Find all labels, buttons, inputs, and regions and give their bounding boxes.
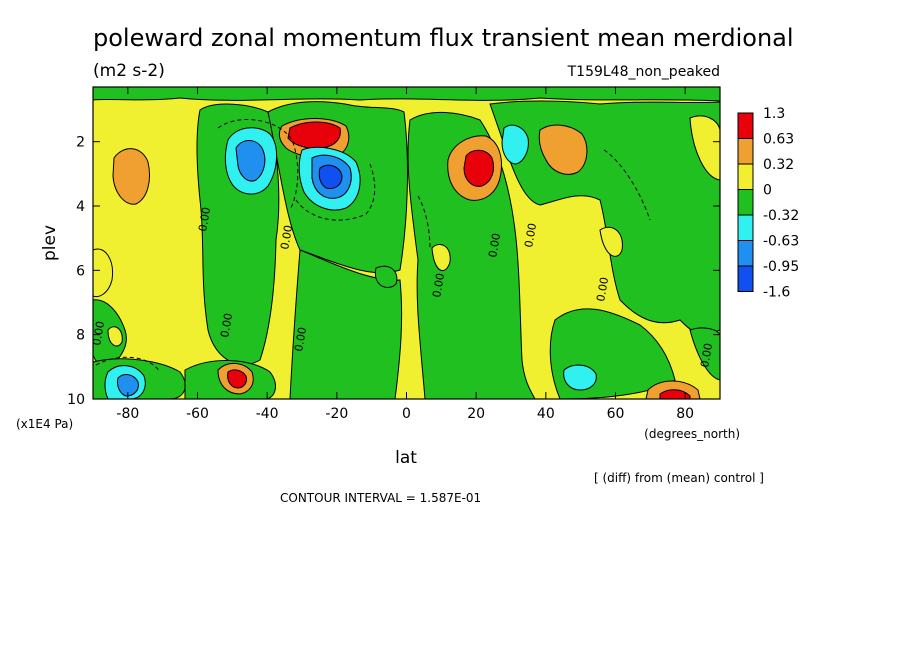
contour-dashed-equator [417,195,431,251]
contour-labels: 0.00 0.00 0.00 0.00 0.00 0.00 0.00 0.00 … [90,206,715,368]
x-tick-label: 80 [676,406,694,422]
region-red-equator-north [463,149,495,187]
legend-label: 0.32 [763,157,794,173]
legend-swatch [737,112,754,139]
region-blue-sh-low [117,374,139,397]
plot-field: 0.00 0.00 0.00 0.00 0.00 0.00 0.00 0.00 … [90,87,720,399]
chart-title: poleward zonal momentum flux transient m… [93,24,794,52]
contour-label: 0.00 [292,326,309,352]
contour-label: 0.00 [196,206,213,232]
contour-interval: CONTOUR INTERVAL = 1.587E-01 [280,491,481,505]
contour-label: 0.00 [278,224,295,250]
contour-label: 0.00 [486,232,503,258]
x-tick-label: 0 [402,406,411,422]
legend-swatch [737,265,754,292]
legend-label: -1.6 [763,285,790,301]
region-yellow-sw-island [93,248,114,298]
contour-dashed-east [295,163,376,221]
region-yellow-upper-arctic [689,115,720,181]
region-red-sh-low [227,369,247,389]
legend-label: 1.3 [763,106,785,122]
contour-label: 0.00 [522,222,539,248]
legend-swatch [737,163,754,190]
region-orange-sh-polar [112,148,150,205]
legend-swatch [737,138,754,165]
y-tick-label: 4 [76,199,85,215]
y-axis-label: plev [40,225,60,261]
region-darkblue-south-b [318,164,343,189]
region-blue-south-a [235,140,266,182]
legend-label: -0.95 [763,259,799,275]
contour-label: 0.00 [218,312,235,338]
region-green-patch-small [374,265,398,288]
legend-label: 0 [763,183,772,199]
region-yellow-north-island [599,226,623,257]
legend-swatch [737,240,754,267]
legend-label: -0.32 [763,208,799,224]
region-green-arctic-low [689,327,720,381]
legend-swatch [737,214,754,241]
y-tick-label: 2 [76,135,85,151]
legend-label: 0.63 [763,132,794,148]
region-yellow-equator-island [431,244,451,272]
x-axis-label: lat [395,448,417,468]
region-yellow-southwest-low-island [107,326,123,347]
y-axis-units: (x1E4 Pa) [16,417,73,431]
x-axis: -80 -60 -40 -20 0 20 40 60 80 [116,87,694,422]
y-tick-label: 8 [76,328,85,344]
x-tick-label: 40 [537,406,555,422]
contour-label: 0.00 [698,342,715,368]
region-green-equator-column [407,111,536,399]
legend-label: -0.63 [763,234,799,250]
region-cyan-north-a [501,124,529,165]
legend: 1.3 0.63 0.32 0 -0.32 -0.63 -0.95 -1.6 [737,106,799,301]
x-tick-label: -80 [116,406,139,422]
x-tick-label: -40 [256,406,279,422]
region-green-east-column [289,249,403,399]
x-tick-label: -60 [186,406,209,422]
y-tick-label: 10 [67,392,85,408]
y-tick-label: 6 [76,263,85,279]
contour-label: 0.00 [594,276,611,302]
x-tick-label: 60 [607,406,625,422]
y-axis: 2 4 6 8 10 [67,135,720,408]
legend-swatch [737,189,754,216]
x-tick-label: 20 [467,406,485,422]
contour-label: 0.00 [90,320,107,346]
contour-dashed-sw [95,356,161,373]
run-label: T159L48_non_peaked [567,64,720,80]
contour-dashed-north [603,149,651,221]
contour-label: 0.00 [430,272,447,298]
units-label: (m2 s-2) [93,61,165,81]
diff-note: [ (diff) from (mean) control ] [594,471,764,485]
x-tick-label: -20 [325,406,348,422]
region-orange-north-midlat [538,124,588,175]
region-cyan-north-low [563,364,597,391]
region-red-south-jet [287,121,341,149]
x-axis-units: (degrees_north) [644,427,740,441]
contour-dashed-south [217,119,299,211]
